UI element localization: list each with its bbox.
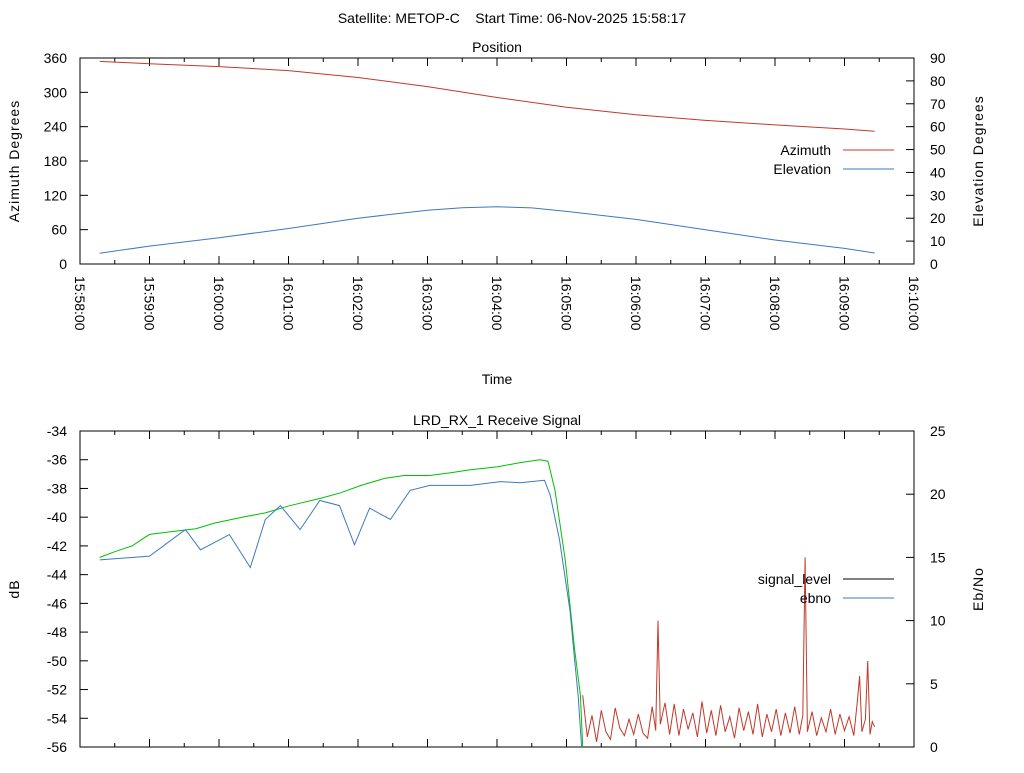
plot-border	[79, 430, 915, 748]
figure-title: Satellite: METOP-C Start Time: 06-Nov-20…	[338, 10, 687, 26]
y2-tick-label: 15	[930, 549, 946, 565]
y-tick-label: -56	[47, 739, 67, 755]
plot-title: Position	[472, 39, 522, 55]
series-line-ebno-low	[582, 557, 876, 742]
y-tick-label: 60	[51, 222, 67, 238]
x-tick-label: 16:10:00	[906, 276, 922, 331]
y-tick-label: -48	[47, 624, 67, 640]
y-tick-label: 300	[44, 84, 68, 100]
y2-axis-label: Elevation Degrees	[970, 95, 986, 226]
y-tick-label: 120	[44, 187, 68, 203]
y2-tick-label: 70	[930, 96, 946, 112]
y-tick-label: 180	[44, 153, 68, 169]
x-tick-label: 16:00:00	[211, 276, 227, 331]
legend-label: ebno	[800, 590, 831, 606]
y2-tick-label: 0	[930, 739, 938, 755]
y2-tick-label: 25	[930, 423, 946, 439]
position-plot: Position 15:58:00 15:59:00 16:00:00 16:01:00…	[6, 39, 986, 387]
x-tick-label: 15:59:00	[142, 276, 158, 331]
y-tick-label: -36	[47, 452, 67, 468]
x-axis-label: Time	[482, 371, 513, 387]
x-tick-label: 16:02:00	[350, 276, 366, 331]
receive-signal-plot: LRD_RX_1 Receive Signal -56 -54 -52 -50 -48 -4…	[6, 412, 986, 755]
x-tick-label: 16:05:00	[559, 276, 575, 331]
y2-tick-label: 20	[930, 210, 946, 226]
series-line-ebno	[99, 479, 583, 748]
x-tick-label: 16:07:00	[698, 276, 714, 331]
x-tick-label: 15:58:00	[72, 276, 88, 331]
y-axis-label: dB	[6, 579, 22, 598]
plot-title: LRD_RX_1 Receive Signal	[413, 412, 581, 428]
y-tick-label: -46	[47, 595, 67, 611]
y2-tick-label: 40	[930, 164, 946, 180]
y2-tick-label: 60	[930, 119, 946, 135]
y2-tick-label: 80	[930, 73, 946, 89]
x-tick-label: 16:09:00	[837, 276, 853, 331]
y-tick-label: 0	[59, 256, 67, 272]
y2-axis-label: Eb/No	[970, 567, 986, 611]
legend-label: Elevation	[773, 161, 831, 177]
y-tick-label: 360	[44, 50, 68, 66]
y-tick-label: -34	[47, 423, 67, 439]
y-tick-label: -44	[47, 567, 67, 583]
x-tick-label: 16:03:00	[420, 276, 436, 331]
x-tick-label: 16:06:00	[628, 276, 644, 331]
y2-tick-label: 50	[930, 142, 946, 158]
x-tick-label: 16:08:00	[767, 276, 783, 331]
y2-tick-label: 0	[930, 256, 938, 272]
x-tick-label: 16:04:00	[489, 276, 505, 331]
series-line-Elevation	[99, 206, 875, 254]
y2-tick-label: 30	[930, 187, 946, 203]
series-line-signal_level	[99, 459, 584, 748]
y2-tick-label: 10	[930, 613, 946, 629]
y2-tick-label: 90	[930, 50, 946, 66]
y2-tick-label: 20	[930, 486, 946, 502]
y-tick-label: -50	[47, 653, 67, 669]
x-tick-label: 16:01:00	[281, 276, 297, 331]
legend-label: Azimuth	[780, 142, 831, 158]
y-tick-label: -40	[47, 509, 67, 525]
y-tick-label: -54	[47, 710, 67, 726]
y-tick-label: -38	[47, 480, 67, 496]
legend-label: signal_level	[758, 571, 831, 587]
y-tick-label: -52	[47, 682, 67, 698]
y-tick-label: -42	[47, 538, 67, 554]
y2-tick-label: 10	[930, 233, 946, 249]
series-line-Azimuth	[99, 60, 875, 132]
y-axis-label: Azimuth Degrees	[6, 100, 22, 222]
y2-tick-label: 5	[930, 676, 938, 692]
y-tick-label: 240	[44, 119, 68, 135]
